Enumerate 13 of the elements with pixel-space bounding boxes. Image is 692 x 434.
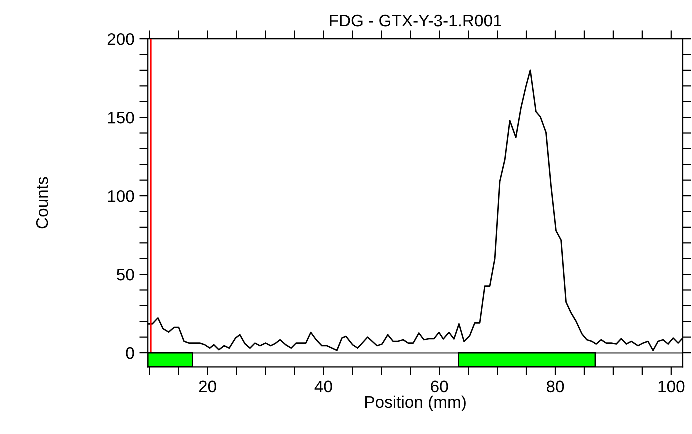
x-tick-label: 60 <box>431 380 448 393</box>
x-tick-label: 40 <box>314 380 332 393</box>
y-tick-label: 200 <box>108 33 134 46</box>
y-tick-label: 0 <box>126 347 134 360</box>
chart-title: FDG - GTX-Y-3-1.R001 <box>330 14 502 27</box>
y-tick-label: 50 <box>117 268 134 281</box>
x-tick-label: 100 <box>658 380 685 393</box>
x-tick-label: 80 <box>546 380 564 393</box>
y-axis-title: Counts <box>36 177 48 229</box>
y-tick-label: 100 <box>108 190 134 202</box>
x-tick-label: 20 <box>199 380 216 393</box>
x-axis-title: Position (mm) <box>366 396 466 412</box>
y-tick-label: 150 <box>108 112 134 124</box>
